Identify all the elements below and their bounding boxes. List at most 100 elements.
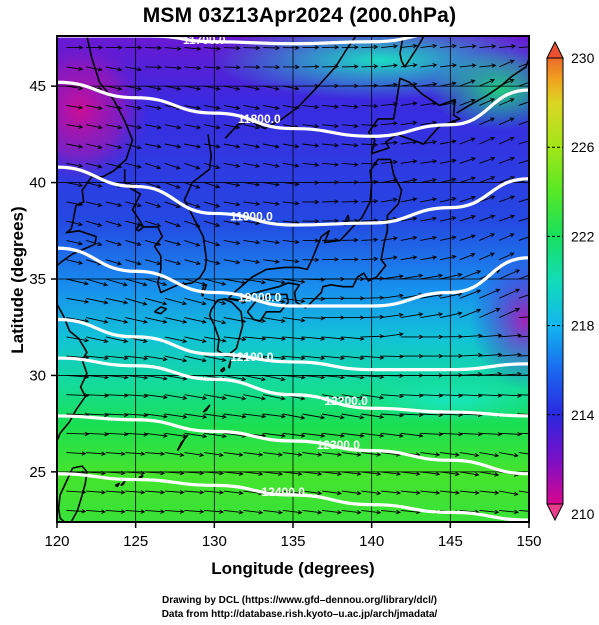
contour-12000-0 [57,246,529,308]
wind-arrow-549 [479,79,496,87]
wind-arrow-77 [164,452,185,458]
wind-arrow-407 [518,198,529,203]
wind-arrow-269 [164,297,187,306]
wind-arrow-433 [85,162,103,169]
contour-11800-0 [57,80,529,138]
wind-arrow-357 [479,233,495,241]
wind-arrow-474 [420,139,438,145]
y-tick-label-45: 45 [29,78,46,95]
wind-arrow-144 [66,393,90,398]
wind-arrow-336 [66,239,83,246]
wind-arrow-290 [105,278,128,287]
wind-arrow-222 [184,336,207,344]
wind-arrow-542 [341,83,359,89]
wind-arrow-91 [440,452,460,457]
wind-arrow-395 [282,201,300,206]
wind-arrow-320 [223,259,241,265]
map-title: MSM 03Z13Apr2024 (200.0hPa) [142,4,457,27]
wind-arrow-152 [223,394,247,401]
wind-arrow-63 [361,471,382,476]
coast-jeju [154,306,168,315]
contour-label-11800-0: 11800.0 [238,112,281,126]
wind-arrow-330 [420,255,438,261]
wind-arrow-138 [420,412,444,418]
wind-arrow-247 [203,317,227,325]
wind-arrow-280 [381,293,404,299]
wind-arrow-571 [440,63,457,68]
wind-arrow-31 [204,490,224,495]
wind-arrow-289 [85,278,109,287]
wind-arrow-362 [105,220,123,227]
wind-arrow-238 [499,333,522,338]
wind-arrow-444 [302,162,320,167]
coast-hainan-korea-islands [135,224,145,232]
wind-arrow-587 [282,45,300,51]
wind-arrow-466 [263,143,280,149]
contour-12200-0 [57,356,529,418]
x-tick-label-120: 120 [44,533,69,550]
wind-arrow-190 [499,371,522,377]
wind-arrow-12 [302,509,323,515]
wind-arrow-49 [86,470,107,476]
wind-arrow-284 [459,289,482,299]
wind-arrow-256 [381,312,404,319]
wind-arrow-75 [125,451,146,456]
wind-arrow-87 [361,452,382,457]
wind-arrow-196 [145,355,168,362]
wind-arrow-464 [223,143,241,149]
wind-arrow-381 [479,214,496,222]
wind-arrow-573 [479,63,497,68]
wind-arrow-270 [184,297,207,306]
wind-arrow-388 [144,201,162,208]
wind-arrow-276 [302,296,326,302]
wind-arrow-93 [479,452,500,458]
wind-arrow-182 [341,374,365,380]
wind-arrow-274 [263,297,286,304]
wind-arrow-131 [282,413,306,420]
wind-arrow-597 [479,44,497,49]
wind-arrow-85 [322,452,342,457]
wind-arrow-584 [223,45,241,51]
wind-arrow-128 [223,413,247,419]
wind-arrow-51 [125,470,146,476]
wind-arrow-446 [341,162,359,167]
wind-arrow-229 [322,336,345,341]
y-tick-label-25: 25 [29,464,46,481]
wind-arrow-319 [203,259,221,265]
wind-arrow-296 [223,278,247,285]
wind-arrow-479 [518,140,529,145]
wind-arrow-404 [459,195,476,203]
wind-arrow-393 [243,201,261,206]
wind-arrow-377 [400,216,418,222]
wind-arrow-352 [381,236,398,241]
credit-drawing: Drawing by DCL (https://www.gfd–dennou.o… [161,595,437,606]
wind-arrow-372 [302,219,320,224]
wind-arrow-569 [400,63,418,68]
wind-arrow-148 [145,394,168,400]
wind-arrow-58 [263,471,284,476]
wind-arrow-508 [145,104,162,111]
wind-arrow-96 [66,431,90,437]
wind-arrow-314 [105,259,123,266]
wind-arrow-160 [381,393,404,399]
wind-arrow-409 [85,182,103,188]
coast-primorye [224,36,357,139]
wind-arrow-163 [440,393,464,398]
wind-arrow-453 [479,156,496,164]
wind-arrow-536 [223,85,241,91]
wind-arrow-494 [341,123,359,129]
wind-arrow-54 [184,470,205,476]
wind-arrow-567 [361,64,379,69]
wind-arrow-38 [341,490,362,496]
y-tick-label-35: 35 [29,271,46,288]
wind-arrow-534 [184,85,202,91]
wind-arrow-42 [420,490,441,495]
wind-arrow-73 [86,451,107,456]
wind-arrow-10 [263,509,284,515]
wind-arrow-171 [125,374,149,380]
wind-arrow-143 [518,413,529,415]
wind-arrow-106 [263,432,286,438]
coast-east-china [57,303,88,453]
wind-arrow-463 [204,143,221,149]
wind-arrow-400 [381,197,398,203]
